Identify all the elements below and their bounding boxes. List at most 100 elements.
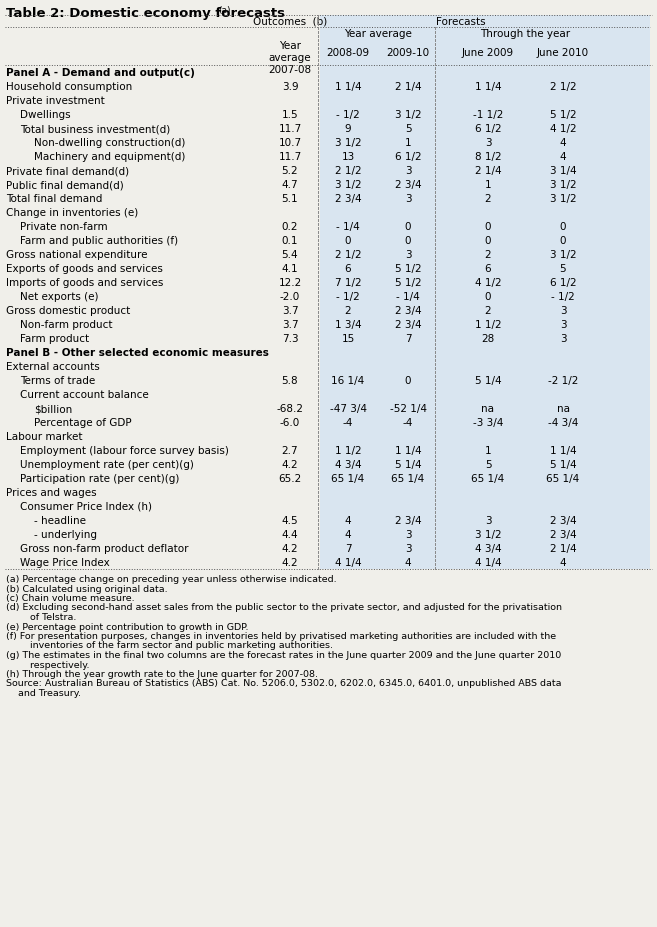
Text: 1 1/4: 1 1/4 <box>550 446 576 455</box>
Text: Net exports (e): Net exports (e) <box>20 292 99 301</box>
Text: 2 3/4: 2 3/4 <box>395 515 421 526</box>
Text: 4.2: 4.2 <box>282 557 298 567</box>
Text: 6 1/2: 6 1/2 <box>550 278 576 287</box>
Text: Private non-farm: Private non-farm <box>20 222 108 232</box>
Text: na: na <box>482 403 495 413</box>
Text: Exports of goods and services: Exports of goods and services <box>6 263 163 273</box>
Text: 13: 13 <box>342 152 355 162</box>
Text: 0: 0 <box>485 292 491 301</box>
Text: Consumer Price Index (h): Consumer Price Index (h) <box>20 502 152 512</box>
Text: 1 1/2: 1 1/2 <box>475 320 501 330</box>
Text: 3: 3 <box>405 529 411 540</box>
Text: 65 1/4: 65 1/4 <box>547 474 579 484</box>
Text: 1: 1 <box>485 446 491 455</box>
Text: -4 3/4: -4 3/4 <box>548 417 578 427</box>
Text: 4: 4 <box>405 557 411 567</box>
Text: 0: 0 <box>405 235 411 246</box>
Text: (h) Through the year growth rate to the June quarter for 2007-08.: (h) Through the year growth rate to the … <box>6 669 318 679</box>
Text: 0: 0 <box>560 235 566 246</box>
Text: 4 1/4: 4 1/4 <box>475 557 501 567</box>
Text: -6.0: -6.0 <box>280 417 300 427</box>
Text: 15: 15 <box>342 334 355 344</box>
Text: 16 1/4: 16 1/4 <box>331 375 365 386</box>
Text: 1: 1 <box>485 180 491 190</box>
Text: 3 1/2: 3 1/2 <box>395 110 421 120</box>
Text: Total final demand: Total final demand <box>6 194 102 204</box>
Text: - underlying: - underlying <box>34 529 97 540</box>
Text: 0: 0 <box>485 222 491 232</box>
Text: Through the year: Through the year <box>480 29 570 39</box>
Text: Current account balance: Current account balance <box>20 389 148 400</box>
Text: -68.2: -68.2 <box>277 403 304 413</box>
Text: 2 3/4: 2 3/4 <box>334 194 361 204</box>
Text: 8 1/2: 8 1/2 <box>475 152 501 162</box>
Text: Unemployment rate (per cent)(g): Unemployment rate (per cent)(g) <box>20 460 194 469</box>
Text: Total business investment(d): Total business investment(d) <box>20 124 170 133</box>
Text: -3 3/4: -3 3/4 <box>473 417 503 427</box>
Text: Year average: Year average <box>344 29 412 39</box>
Text: 5.4: 5.4 <box>282 249 298 260</box>
Text: Wage Price Index: Wage Price Index <box>20 557 110 567</box>
Text: 3: 3 <box>485 138 491 147</box>
Text: 1 1/4: 1 1/4 <box>475 82 501 92</box>
Text: 65 1/4: 65 1/4 <box>392 474 424 484</box>
Text: Panel B - Other selected economic measures: Panel B - Other selected economic measur… <box>6 348 269 358</box>
Text: Public final demand(d): Public final demand(d) <box>6 180 124 190</box>
Text: 2009-10: 2009-10 <box>386 48 430 57</box>
Text: 3.9: 3.9 <box>282 82 298 92</box>
Text: 6: 6 <box>345 263 351 273</box>
Text: 65 1/4: 65 1/4 <box>471 474 505 484</box>
Text: na: na <box>556 403 570 413</box>
Text: 4 1/2: 4 1/2 <box>475 278 501 287</box>
Text: 2: 2 <box>485 194 491 204</box>
Text: 7.3: 7.3 <box>282 334 298 344</box>
Text: $billion: $billion <box>34 403 72 413</box>
Text: 65 1/4: 65 1/4 <box>331 474 365 484</box>
Text: 5 1/4: 5 1/4 <box>475 375 501 386</box>
Text: 11.7: 11.7 <box>279 152 302 162</box>
Text: Change in inventories (e): Change in inventories (e) <box>6 208 138 218</box>
Text: 2: 2 <box>345 306 351 316</box>
Text: -2.0: -2.0 <box>280 292 300 301</box>
Text: of Telstra.: of Telstra. <box>18 613 76 621</box>
Text: 2008-09: 2008-09 <box>327 48 369 57</box>
Text: 0: 0 <box>345 235 351 246</box>
Text: 0: 0 <box>560 222 566 232</box>
Text: 4: 4 <box>560 557 566 567</box>
Text: Dwellings: Dwellings <box>20 110 70 120</box>
Text: 2 1/4: 2 1/4 <box>550 543 576 553</box>
Text: 3: 3 <box>405 194 411 204</box>
Text: 3: 3 <box>405 249 411 260</box>
Text: 3: 3 <box>560 306 566 316</box>
Text: 3 1/2: 3 1/2 <box>334 180 361 190</box>
Text: and Treasury.: and Treasury. <box>18 688 81 697</box>
Text: 4: 4 <box>345 515 351 526</box>
Text: 5: 5 <box>485 460 491 469</box>
Text: Source: Australian Bureau of Statistics (ABS) Cat. No. 5206.0, 5302.0, 6202.0, 6: Source: Australian Bureau of Statistics … <box>6 679 562 688</box>
Text: 5 1/4: 5 1/4 <box>550 460 576 469</box>
Bar <box>320 66 650 569</box>
Text: 1 1/4: 1 1/4 <box>334 82 361 92</box>
Text: 2 1/2: 2 1/2 <box>334 249 361 260</box>
Text: 7: 7 <box>345 543 351 553</box>
Text: 5: 5 <box>560 263 566 273</box>
Text: 3: 3 <box>405 543 411 553</box>
Text: -52 1/4: -52 1/4 <box>390 403 426 413</box>
Text: (d) Excluding second-hand asset sales from the public sector to the private sect: (d) Excluding second-hand asset sales fr… <box>6 603 562 612</box>
Text: 4.7: 4.7 <box>282 180 298 190</box>
Text: (e) Percentage point contribution to growth in GDP.: (e) Percentage point contribution to gro… <box>6 622 248 630</box>
Text: Prices and wages: Prices and wages <box>6 488 97 498</box>
Text: 2 3/4: 2 3/4 <box>550 515 576 526</box>
Text: 4.4: 4.4 <box>282 529 298 540</box>
Text: 5 1/2: 5 1/2 <box>395 278 421 287</box>
Text: 1 1/4: 1 1/4 <box>395 446 421 455</box>
Text: 0: 0 <box>485 235 491 246</box>
Text: 5 1/2: 5 1/2 <box>550 110 576 120</box>
Text: Machinery and equipment(d): Machinery and equipment(d) <box>34 152 185 162</box>
Text: -1 1/2: -1 1/2 <box>473 110 503 120</box>
Text: Farm and public authorities (f): Farm and public authorities (f) <box>20 235 178 246</box>
Text: 4: 4 <box>345 529 351 540</box>
Text: Panel A - Demand and output(c): Panel A - Demand and output(c) <box>6 68 195 78</box>
Text: 2 3/4: 2 3/4 <box>395 180 421 190</box>
Text: 2 1/4: 2 1/4 <box>475 166 501 176</box>
